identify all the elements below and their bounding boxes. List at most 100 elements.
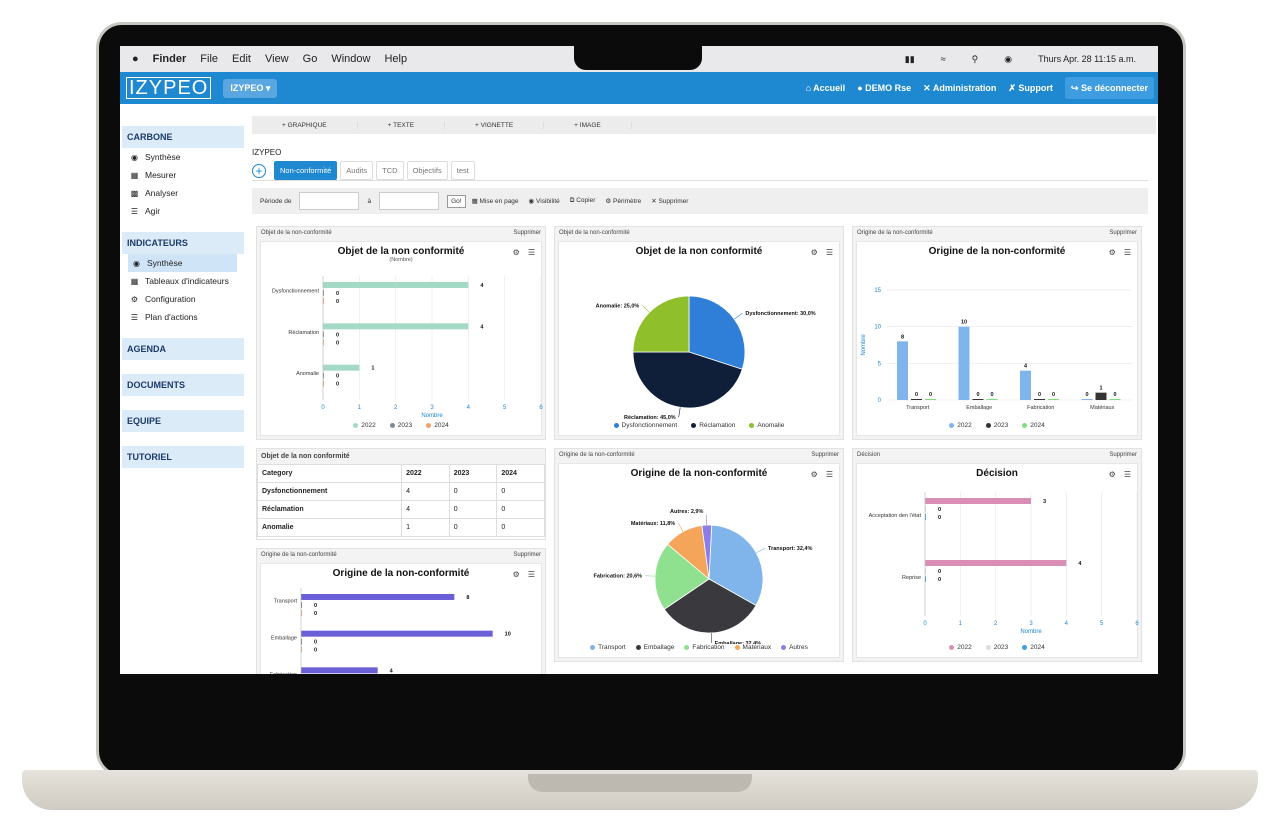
go-button[interactable]: Go! xyxy=(447,194,466,208)
add-texte-button[interactable]: + TEXTE xyxy=(358,121,446,129)
sidebar-section-tutoriel[interactable]: TUTORIEL xyxy=(122,446,244,468)
nav-demo-rse[interactable]: ● DEMO Rse xyxy=(857,83,912,93)
battery-icon[interactable]: ▮▮ xyxy=(904,53,915,64)
chart-title: Objet de la non conformité xyxy=(635,246,763,257)
tab-non-conformite[interactable]: Non-conformité xyxy=(274,161,338,180)
nav-administration[interactable]: ✕ Administration xyxy=(923,82,997,93)
menu-icon[interactable]: ☰ xyxy=(825,470,833,479)
apple-icon[interactable]: ● xyxy=(132,53,139,65)
sidebar-item-configuration[interactable]: ⚙ Configuration xyxy=(120,290,245,308)
menu-icon[interactable]: ☰ xyxy=(527,570,535,579)
tab-tcd[interactable]: TCD xyxy=(376,161,404,180)
menu-view[interactable]: View xyxy=(264,53,289,65)
tab-test[interactable]: test xyxy=(450,161,475,180)
legend-item[interactable]: 2022 xyxy=(949,644,972,651)
menu-app[interactable]: Finder xyxy=(152,53,187,65)
panel-delete-button[interactable]: Supprimer xyxy=(1109,230,1137,236)
legend-item[interactable]: 2023 xyxy=(389,422,412,429)
supprimer-button[interactable]: ✕ Supprimer xyxy=(651,198,689,205)
table-header[interactable]: 2024 xyxy=(496,464,545,483)
sidebar-section-indicateurs[interactable]: INDICATEURS xyxy=(122,232,244,254)
menu-edit[interactable]: Edit xyxy=(232,53,251,65)
perimetre-button[interactable]: ⚙ Périmètre xyxy=(605,198,642,205)
sidebar-item-tableaux[interactable]: ▦ Tableaux d'indicateurs xyxy=(120,272,245,290)
table-header[interactable]: 2023 xyxy=(448,464,498,483)
gear-icon[interactable]: ⚙ xyxy=(810,248,818,257)
gear-icon[interactable]: ⚙ xyxy=(512,248,520,257)
wifi-icon[interactable]: ≈ xyxy=(940,54,946,64)
legend-label: Fabrication xyxy=(692,644,725,651)
nav-accueil[interactable]: ⌂ Accueil xyxy=(805,83,846,93)
gear-icon[interactable]: ⚙ xyxy=(1108,248,1116,257)
slice-label: Autres: 2,9% xyxy=(670,509,703,515)
legend-item[interactable]: Fabrication xyxy=(684,644,725,651)
legend-label: 2024 xyxy=(434,422,449,429)
legend-item[interactable]: Dysfonctionnement xyxy=(613,422,677,429)
mise-en-page-button[interactable]: ▦ Mise en page xyxy=(471,198,519,205)
table-cell: 0 xyxy=(448,518,498,537)
legend-item[interactable]: Réclamation xyxy=(691,422,735,429)
visibilite-button[interactable]: ◉ Visibilité xyxy=(528,198,560,205)
category-label: Reprise xyxy=(902,575,921,581)
sidebar-item-analyser[interactable]: ▩ Analyser xyxy=(120,184,245,202)
gear-icon[interactable]: ⚙ xyxy=(1108,470,1116,479)
tab-objectifs[interactable]: Objectifs xyxy=(406,161,448,180)
add-tab-icon[interactable]: + xyxy=(252,163,266,178)
panel-delete-button[interactable]: Supprimer xyxy=(1109,452,1137,458)
table-header[interactable]: Category xyxy=(256,464,403,483)
sidebar-section-equipe[interactable]: EQUIPE xyxy=(122,410,244,432)
brand-dropdown-button[interactable]: IZYPEO ▾ xyxy=(223,78,278,98)
pie-slice xyxy=(688,295,746,370)
menu-icon[interactable]: ☰ xyxy=(1123,248,1131,257)
legend-item[interactable]: 2022 xyxy=(949,422,972,429)
copier-button[interactable]: ⧉ Copier xyxy=(569,197,596,204)
panel-delete-button[interactable]: Supprimer xyxy=(811,452,839,458)
tab-audits[interactable]: Audits xyxy=(340,161,374,180)
menu-icon[interactable]: ☰ xyxy=(527,248,535,257)
menu-go[interactable]: Go xyxy=(302,53,318,65)
nav-support[interactable]: ✗ Support xyxy=(1008,82,1053,93)
legend-item[interactable]: 2024 xyxy=(426,422,449,429)
menu-file[interactable]: File xyxy=(200,53,219,65)
table-header[interactable]: 2022 xyxy=(401,464,450,483)
date-from-input[interactable] xyxy=(299,192,360,210)
legend-item[interactable]: 2024 xyxy=(1022,644,1045,651)
legend-item[interactable]: 2022 xyxy=(353,422,376,429)
legend-item[interactable]: Transport xyxy=(590,644,626,651)
data-label: 1 xyxy=(1099,386,1102,392)
data-label: 0 xyxy=(314,611,317,617)
sidebar-item-carbone-synthese[interactable]: ◉ Synthèse xyxy=(120,148,245,166)
sidebar-item-label: Mesurer xyxy=(145,170,177,180)
menu-help[interactable]: Help xyxy=(384,53,408,65)
gear-icon[interactable]: ⚙ xyxy=(512,570,520,579)
menu-window[interactable]: Window xyxy=(331,53,371,65)
sidebar-section-documents[interactable]: DOCUMENTS xyxy=(122,374,244,396)
sidebar-item-mesurer[interactable]: ▦ Mesurer xyxy=(120,166,245,184)
legend-item[interactable]: 2023 xyxy=(985,644,1008,651)
add-vignette-button[interactable]: + VIGNETTE xyxy=(445,121,545,129)
panel-delete-button[interactable]: Supprimer xyxy=(513,552,541,558)
logout-button[interactable]: ↪ Se déconnecter xyxy=(1064,77,1154,99)
search-icon[interactable]: ⚲ xyxy=(971,53,979,64)
sidebar-item-plan-actions[interactable]: ☰ Plan d'actions xyxy=(120,308,245,326)
legend-item[interactable]: Emballage xyxy=(635,644,674,651)
sidebar-item-indicateurs-synthese[interactable]: ◉ Synthèse xyxy=(128,254,237,272)
menu-icon[interactable]: ☰ xyxy=(825,248,833,257)
sidebar-section-agenda[interactable]: AGENDA xyxy=(122,338,244,360)
clock[interactable]: Thurs Apr. 28 11:15 a.m. xyxy=(1038,54,1136,64)
menu-icon[interactable]: ☰ xyxy=(1123,470,1131,479)
panel-delete-button[interactable]: Supprimer xyxy=(513,230,541,236)
legend-item[interactable]: Anomalie xyxy=(749,422,784,429)
legend-item[interactable]: Autres xyxy=(781,644,808,651)
legend-item[interactable]: 2023 xyxy=(985,422,1008,429)
date-to-input[interactable] xyxy=(379,192,440,210)
add-image-button[interactable]: + IMAGE xyxy=(544,121,632,129)
gear-icon[interactable]: ⚙ xyxy=(810,470,818,479)
sidebar-section-carbone[interactable]: CARBONE xyxy=(122,126,244,148)
izypeo-logo[interactable]: IZYPEO xyxy=(126,77,212,99)
add-graphique-button[interactable]: + GRAPHIQUE xyxy=(252,121,358,129)
control-center-icon[interactable]: ◉ xyxy=(1004,53,1013,64)
sidebar-item-agir[interactable]: ☰ Agir xyxy=(120,202,245,220)
legend-item[interactable]: 2024 xyxy=(1022,422,1045,429)
legend-item[interactable]: Matériaux xyxy=(734,644,771,651)
